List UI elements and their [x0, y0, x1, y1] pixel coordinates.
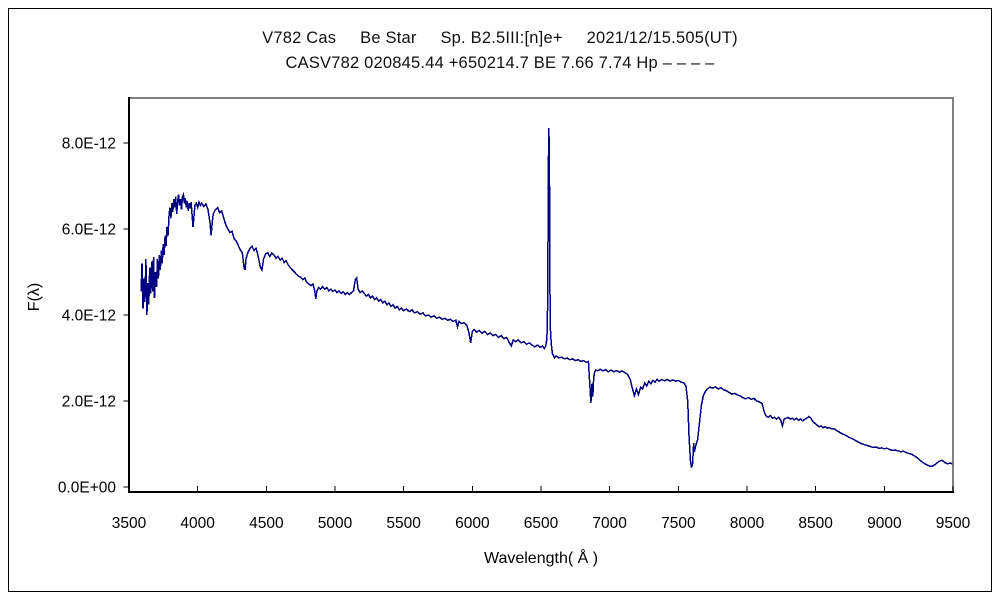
- axes-lines: [128, 97, 954, 493]
- x-tick-label: 7000: [592, 515, 627, 532]
- x-tick-label: 9000: [867, 515, 902, 532]
- x-tick-label: 8500: [798, 515, 833, 532]
- x-tick-label: 8000: [730, 515, 765, 532]
- x-axis-title: Wavelength( Å ): [484, 548, 598, 567]
- y-axis-ticks: [123, 142, 130, 488]
- spectrum-line: [140, 127, 953, 468]
- x-tick-label: 4500: [249, 515, 284, 532]
- x-tick-label: 3500: [112, 515, 147, 532]
- x-tick-label: 4000: [180, 515, 215, 532]
- y-tick-label: 6.0E-12: [62, 222, 116, 239]
- y-axis-title: F(λ): [26, 283, 43, 311]
- x-tick-label: 6000: [455, 515, 490, 532]
- y-tick-label: 4.0E-12: [62, 308, 116, 325]
- plot-area-border: [128, 97, 954, 492]
- chart-title: V782 Cas Be Star Sp. B2.5III:[n]e+ 2021/…: [262, 29, 738, 47]
- y-tick-label: 2.0E-12: [62, 394, 116, 411]
- chart-subtitle: CASV782 020845.44 +650214.7 BE 7.66 7.74…: [285, 54, 715, 72]
- x-tick-label: 5000: [318, 515, 353, 532]
- y-axis-tick-labels: 0.0E+00 2.0E-12 4.0E-12 6.0E-12 8.0E-12: [58, 136, 117, 497]
- y-tick-label: 8.0E-12: [62, 136, 116, 153]
- y-tick-label: 0.0E+00: [58, 480, 117, 497]
- x-tick-label: 6500: [524, 515, 559, 532]
- x-axis-ticks: [128, 486, 954, 491]
- x-tick-label: 5500: [386, 515, 421, 532]
- x-tick-label: 9500: [936, 515, 971, 532]
- x-axis-tick-labels: 3500 4000 4500 5000 5500 6000 6500 7000 7500 8000…: [112, 515, 971, 532]
- figure-outer-border: [8, 8, 992, 592]
- x-tick-label: 7500: [661, 515, 696, 532]
